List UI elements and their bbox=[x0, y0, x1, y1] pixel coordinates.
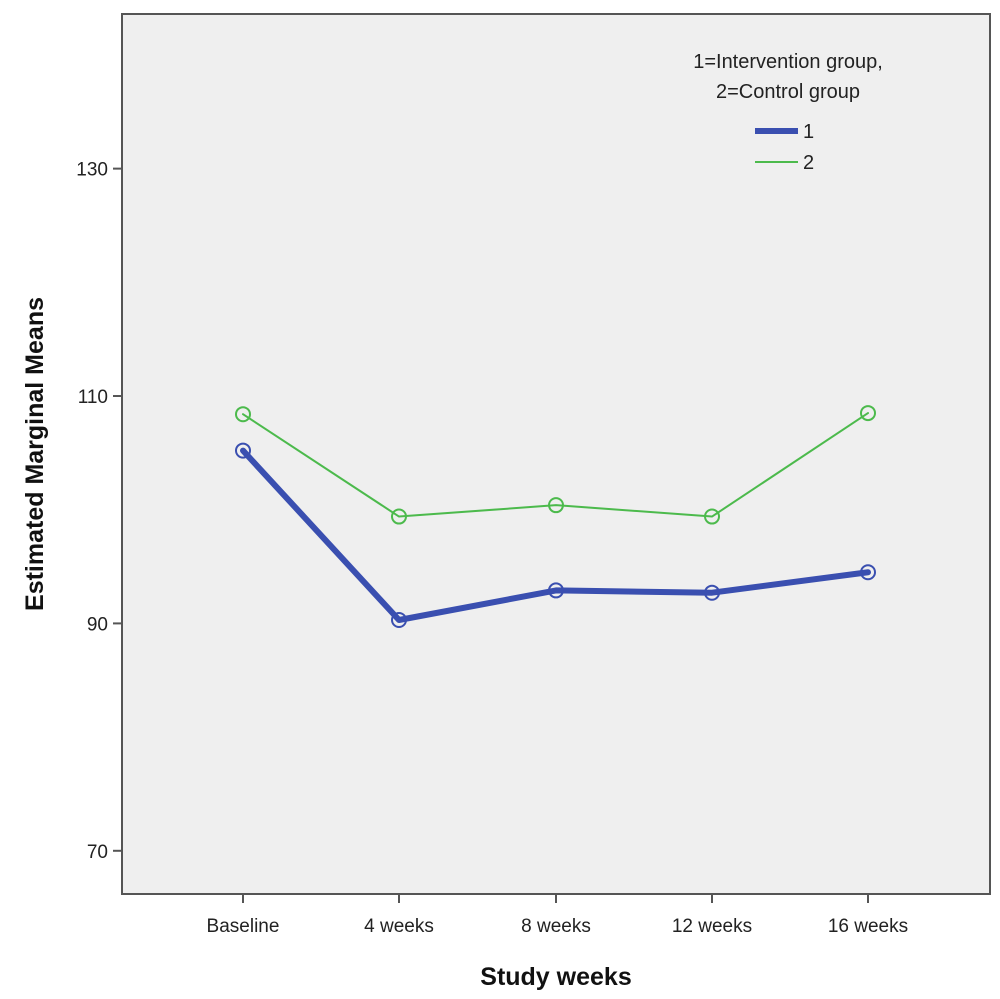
x-axis: Baseline 4 weeks 8 weeks 12 weeks 16 weeks bbox=[207, 894, 908, 937]
series-1-line bbox=[240, 447, 871, 623]
legend-title-line-2: 2=Control group bbox=[716, 81, 860, 103]
series-2-line bbox=[242, 412, 869, 518]
y-axis-title: Estimated Marginal Means bbox=[21, 297, 49, 611]
series-2-point bbox=[391, 508, 407, 525]
y-tick-label: 130 bbox=[76, 160, 108, 181]
legend: 1=Intervention group, 2=Control group 12 bbox=[693, 51, 883, 174]
series-1-point bbox=[548, 582, 564, 599]
y-tick-label: 90 bbox=[87, 614, 108, 635]
plot-area bbox=[121, 13, 991, 895]
x-tick-label: Baseline bbox=[207, 916, 280, 937]
series-1-point bbox=[860, 564, 876, 581]
y-tick-label: 110 bbox=[78, 387, 108, 408]
x-tick-label: 12 weeks bbox=[672, 916, 752, 937]
legend-label-2: 2 bbox=[803, 152, 814, 174]
y-tick-label: 70 bbox=[87, 842, 108, 863]
series-2-point bbox=[704, 508, 720, 525]
legend-entries: 12 bbox=[755, 121, 814, 174]
series-2-point bbox=[548, 497, 564, 514]
series-1-point bbox=[391, 611, 407, 628]
series-layer bbox=[235, 405, 876, 628]
x-tick-label: 16 weeks bbox=[828, 916, 908, 937]
y-axis: 70 90 110 130 bbox=[76, 160, 122, 863]
legend-label-1: 1 bbox=[803, 121, 814, 143]
legend-title-line-1: 1=Intervention group, bbox=[693, 51, 883, 73]
x-tick-label: 4 weeks bbox=[364, 916, 434, 937]
series-1-point bbox=[704, 584, 720, 601]
series-2-point bbox=[860, 405, 876, 422]
series-2-point bbox=[235, 406, 251, 423]
x-tick-label: 8 weeks bbox=[521, 916, 591, 937]
x-axis-title: Study weeks bbox=[480, 963, 631, 991]
series-1-point bbox=[235, 442, 251, 459]
